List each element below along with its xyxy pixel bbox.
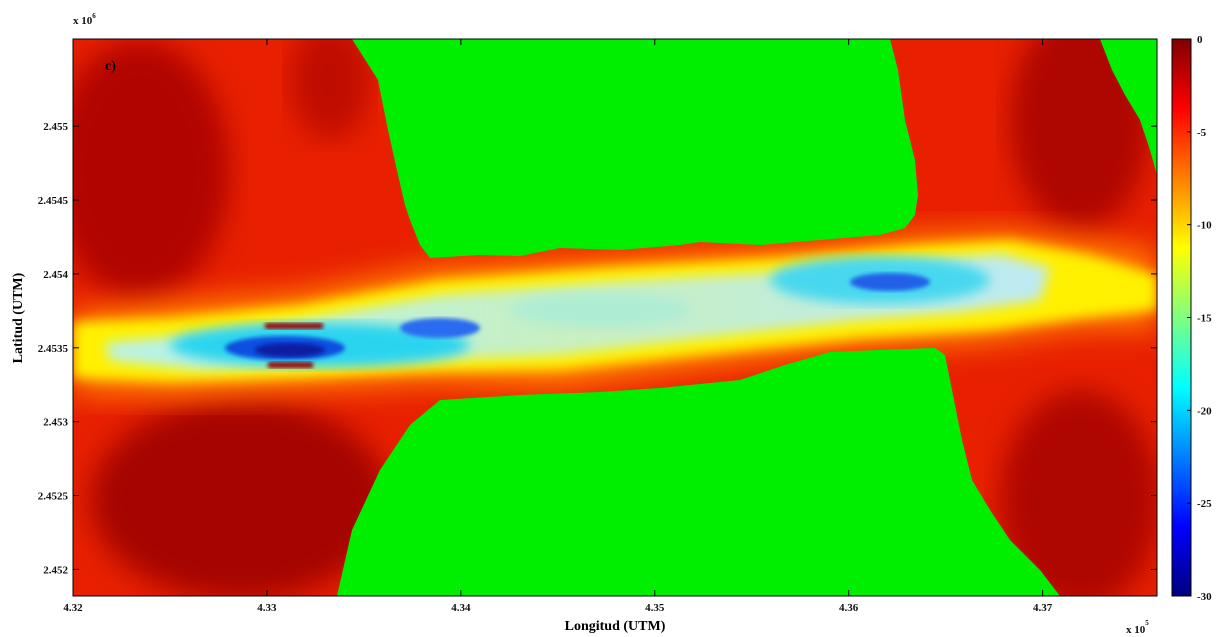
x-tick-label: 4.32 xyxy=(63,602,83,614)
y-tick-label: 2.455 xyxy=(43,121,68,133)
deepest-zone-mid xyxy=(400,318,480,338)
dark-feature-north xyxy=(265,323,323,329)
land-south xyxy=(337,348,1060,596)
y-tick-label: 2.452 xyxy=(43,564,68,576)
colorbar-tick-label: -5 xyxy=(1197,127,1207,139)
y-tick-label: 2.454 xyxy=(43,269,68,281)
land-east xyxy=(1100,39,1157,175)
shallow-dark-zone-sw xyxy=(90,400,390,596)
x-axis-ticks: 4.32 4.33 4.34 4.35 4.36 4.37 xyxy=(63,39,1053,614)
colorbar-tick-label: -20 xyxy=(1197,405,1212,417)
x-multiplier-exponent: 5 xyxy=(1145,619,1149,627)
deepest-zone-west-core xyxy=(255,343,325,357)
y-tick-label: 2.4535 xyxy=(38,343,69,355)
x-tick-label: 4.35 xyxy=(645,602,665,614)
y-axis-ticks: 2.452 2.4525 2.453 2.4535 2.454 2.4545 2.455 xyxy=(38,121,1157,576)
y-tick-label: 2.4525 xyxy=(38,491,69,503)
y-tick-label: 2.453 xyxy=(43,417,68,429)
colorbar-tick-label: -15 xyxy=(1197,313,1212,325)
y-axis-title: Latitud (UTM) xyxy=(11,272,26,363)
y-tick-label: 2.4545 xyxy=(38,195,69,207)
colorbar-tick-label: 0 xyxy=(1197,34,1203,46)
x-tick-label: 4.34 xyxy=(451,602,471,614)
shallow-dark-zone-se xyxy=(1000,390,1157,596)
y-multiplier-base: x 10 xyxy=(73,15,93,27)
colorbar-tick-label: -25 xyxy=(1197,498,1212,510)
x-tick-label: 4.33 xyxy=(257,602,277,614)
bathymetry-heatmap xyxy=(73,39,1157,596)
x-axis-title: Longitud (UTM) xyxy=(565,619,666,634)
x-multiplier-base: x 10 xyxy=(1126,624,1146,636)
colorbar-tick-label: -30 xyxy=(1197,591,1212,603)
colorbar-tick-label: -10 xyxy=(1197,220,1212,232)
colorbar-ticks: 0 -5 -10 -15 -20 -25 -30 xyxy=(1187,34,1212,603)
x-tick-label: 4.36 xyxy=(839,602,859,614)
x-axis-multiplier: x 105 xyxy=(1126,619,1149,636)
shallow-dark-zone-nmid xyxy=(290,39,370,140)
shallow-dark-zone-ne xyxy=(1010,39,1150,230)
y-axis-multiplier: x 106 xyxy=(73,12,96,27)
deep-zone-center xyxy=(510,292,690,328)
dark-feature-south xyxy=(268,362,313,368)
deepest-zone-east xyxy=(850,273,930,291)
land-north xyxy=(352,39,918,258)
panel-label: c) xyxy=(105,59,116,74)
shallow-dark-zone-nw xyxy=(73,40,230,300)
plot-frame xyxy=(72,38,1158,597)
x-tick-label: 4.37 xyxy=(1033,602,1053,614)
y-multiplier-exponent: 6 xyxy=(92,12,96,20)
